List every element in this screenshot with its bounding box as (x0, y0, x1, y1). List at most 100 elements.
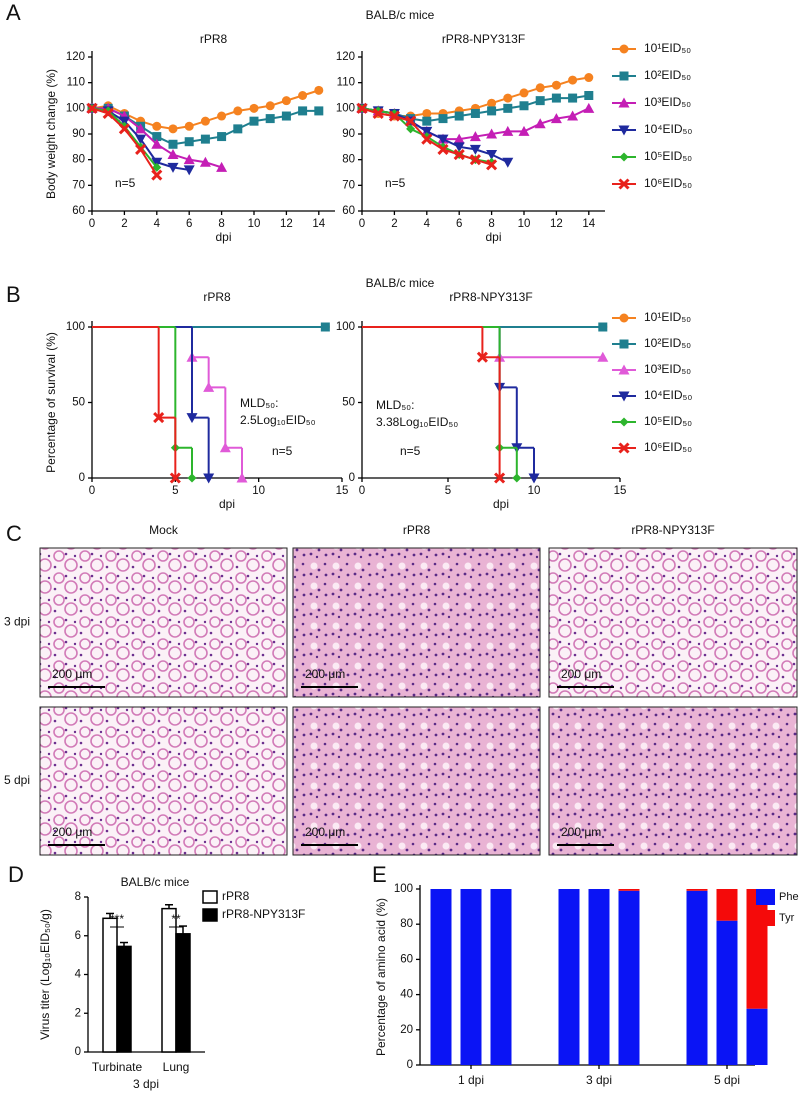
data-point (217, 111, 227, 121)
bar-segment (618, 890, 640, 1065)
legend-marker (619, 313, 629, 323)
legend-swatch (756, 889, 775, 905)
panel-label: E (372, 862, 387, 887)
data-point (584, 91, 594, 100)
data-point (421, 133, 433, 145)
bar (116, 945, 132, 1053)
data-point (298, 91, 308, 100)
mld-annotation: MLD₅₀: (240, 396, 278, 410)
bar-segment (716, 920, 738, 1065)
data-point (438, 114, 448, 124)
y-tick-label: 110 (67, 77, 85, 89)
x-tick-label: 5 (172, 485, 178, 497)
data-point (534, 118, 546, 129)
histology-image (39, 706, 288, 856)
data-point (453, 133, 465, 144)
data-point (469, 154, 481, 166)
data-point (519, 88, 529, 98)
data-point (518, 125, 530, 136)
data-point (502, 157, 514, 168)
scale-bar-label: 200 μm (52, 825, 92, 839)
y-axis-label: Virus titer (Log₁₀EID₅₀/g) (38, 909, 52, 1040)
column-title: Mock (149, 523, 179, 537)
bar-segment (746, 889, 768, 1009)
annotation: n=5 (272, 444, 293, 458)
y-tick-label: 80 (72, 154, 85, 166)
x-tick-label: 6 (456, 218, 462, 230)
x-tick-label: 8 (488, 218, 494, 230)
y-tick-label: 90 (342, 128, 355, 140)
scale-bar-label: 200 μm (305, 825, 345, 839)
data-point (372, 107, 384, 120)
chart-title: BALB/c mice (366, 276, 435, 290)
data-point (249, 103, 259, 113)
x-tick-label: 5 (445, 485, 451, 497)
row-label: 3 dpi (4, 615, 30, 629)
x-tick-label: 15 (614, 485, 627, 497)
data-point (388, 110, 400, 122)
legend-label: 10³EID₅₀ (644, 362, 691, 376)
bar-segment (686, 889, 708, 891)
y-tick-label: 6 (75, 930, 81, 942)
data-point (151, 169, 163, 181)
data-point (281, 96, 291, 106)
data-point (135, 123, 147, 134)
x-tick-label: 2 (121, 218, 127, 230)
y-tick-label: 60 (342, 205, 355, 217)
data-point (437, 143, 449, 155)
data-point (535, 96, 545, 106)
subplot-title: rPR8 (200, 32, 228, 46)
y-tick-label: 100 (394, 883, 413, 895)
y-tick-label: 8 (75, 891, 81, 903)
scale-bar-label: 200 μm (561, 825, 601, 839)
data-point (135, 143, 147, 155)
x-tick-label: 10 (252, 485, 265, 497)
data-point (551, 80, 561, 90)
panel-label: C (6, 521, 22, 546)
x-tick-label: 14 (312, 218, 325, 230)
scale-bar-label: 200 μm (52, 667, 92, 681)
y-tick-label: 100 (66, 102, 85, 114)
data-point (265, 101, 275, 111)
x-tick-label: 14 (582, 218, 595, 230)
y-tick-label: 0 (79, 472, 85, 484)
y-tick-label: 120 (336, 51, 355, 63)
histology-image (292, 706, 541, 856)
data-point (203, 473, 215, 484)
y-axis-label: Body weight change (%) (44, 69, 58, 199)
panel-label: B (6, 282, 21, 307)
data-point (454, 111, 464, 121)
legend-label: 10²EID₅₀ (644, 336, 691, 350)
data-point (583, 102, 595, 113)
data-point (203, 381, 215, 392)
data-point (86, 102, 98, 114)
y-tick-label: 60 (400, 953, 413, 965)
x-tick-label: 10 (528, 485, 541, 497)
data-point (502, 125, 514, 136)
data-point (216, 161, 228, 172)
legend-marker (618, 364, 630, 375)
legend-marker (618, 125, 630, 136)
x-axis-label: 3 dpi (133, 1077, 159, 1091)
legend-label: 10¹EID₅₀ (644, 41, 691, 55)
data-point (421, 126, 433, 137)
y-tick-label: 100 (66, 321, 85, 333)
y-tick-label: 70 (72, 179, 85, 191)
data-point (152, 121, 162, 131)
legend-label: 10⁵EID₅₀ (644, 414, 692, 428)
x-tick-label: 10 (518, 218, 531, 230)
x-tick-label: 1 dpi (458, 1073, 484, 1087)
data-point (118, 123, 130, 135)
data-point (281, 111, 291, 121)
bar-segment (558, 889, 580, 1065)
data-point (151, 138, 163, 149)
x-tick-label: 12 (280, 218, 293, 230)
data-point (528, 473, 540, 484)
y-tick-label: 20 (400, 1024, 413, 1036)
mld-annotation: 3.38Log₁₀EID₅₀ (376, 415, 458, 429)
data-point (183, 165, 195, 176)
x-tick-label: 0 (89, 485, 95, 497)
annotation: n=5 (115, 176, 136, 190)
x-axis-label: dpi (215, 230, 231, 244)
